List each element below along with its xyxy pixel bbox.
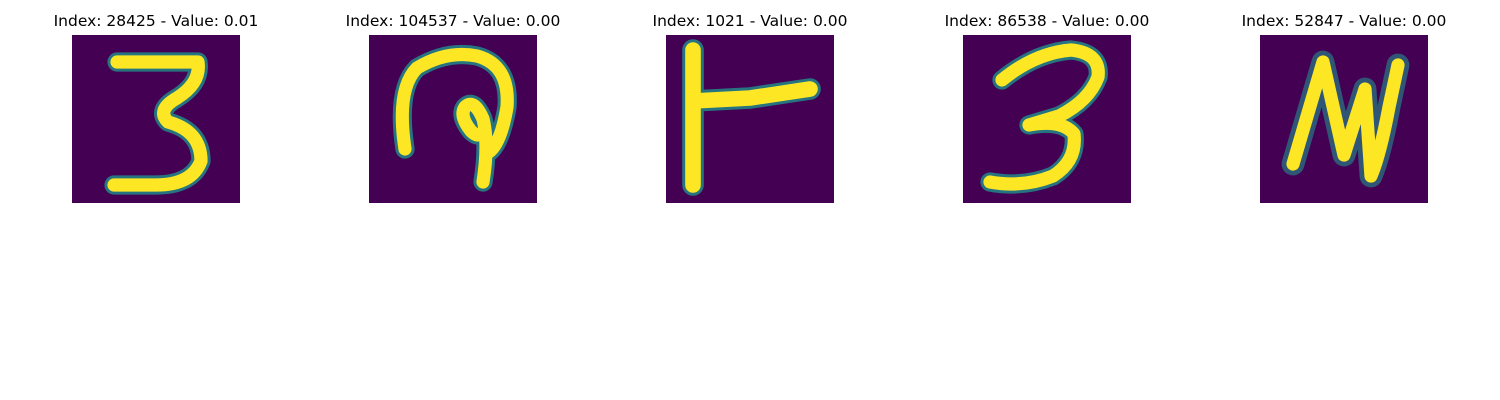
panel-2: Index: 104537 - Value: 0.00	[333, 0, 573, 210]
panel-title: Index: 28425 - Value: 0.01	[36, 12, 276, 30]
panel-title: Index: 52847 - Value: 0.00	[1224, 12, 1464, 30]
panel-title: Index: 104537 - Value: 0.00	[333, 12, 573, 30]
panel-1: Index: 28425 - Value: 0.01	[36, 0, 276, 210]
digit-image	[963, 35, 1131, 203]
panel-4: Index: 86538 - Value: 0.00	[927, 0, 1167, 210]
panel-title: Index: 1021 - Value: 0.00	[630, 12, 870, 30]
panel-5: Index: 52847 - Value: 0.00	[1224, 0, 1464, 210]
digit-image	[666, 35, 834, 203]
digit-image	[72, 35, 240, 203]
digit-image	[1260, 35, 1428, 203]
panel-title: Index: 86538 - Value: 0.00	[927, 12, 1167, 30]
panel-3: Index: 1021 - Value: 0.00	[630, 0, 870, 210]
digit-image	[369, 35, 537, 203]
